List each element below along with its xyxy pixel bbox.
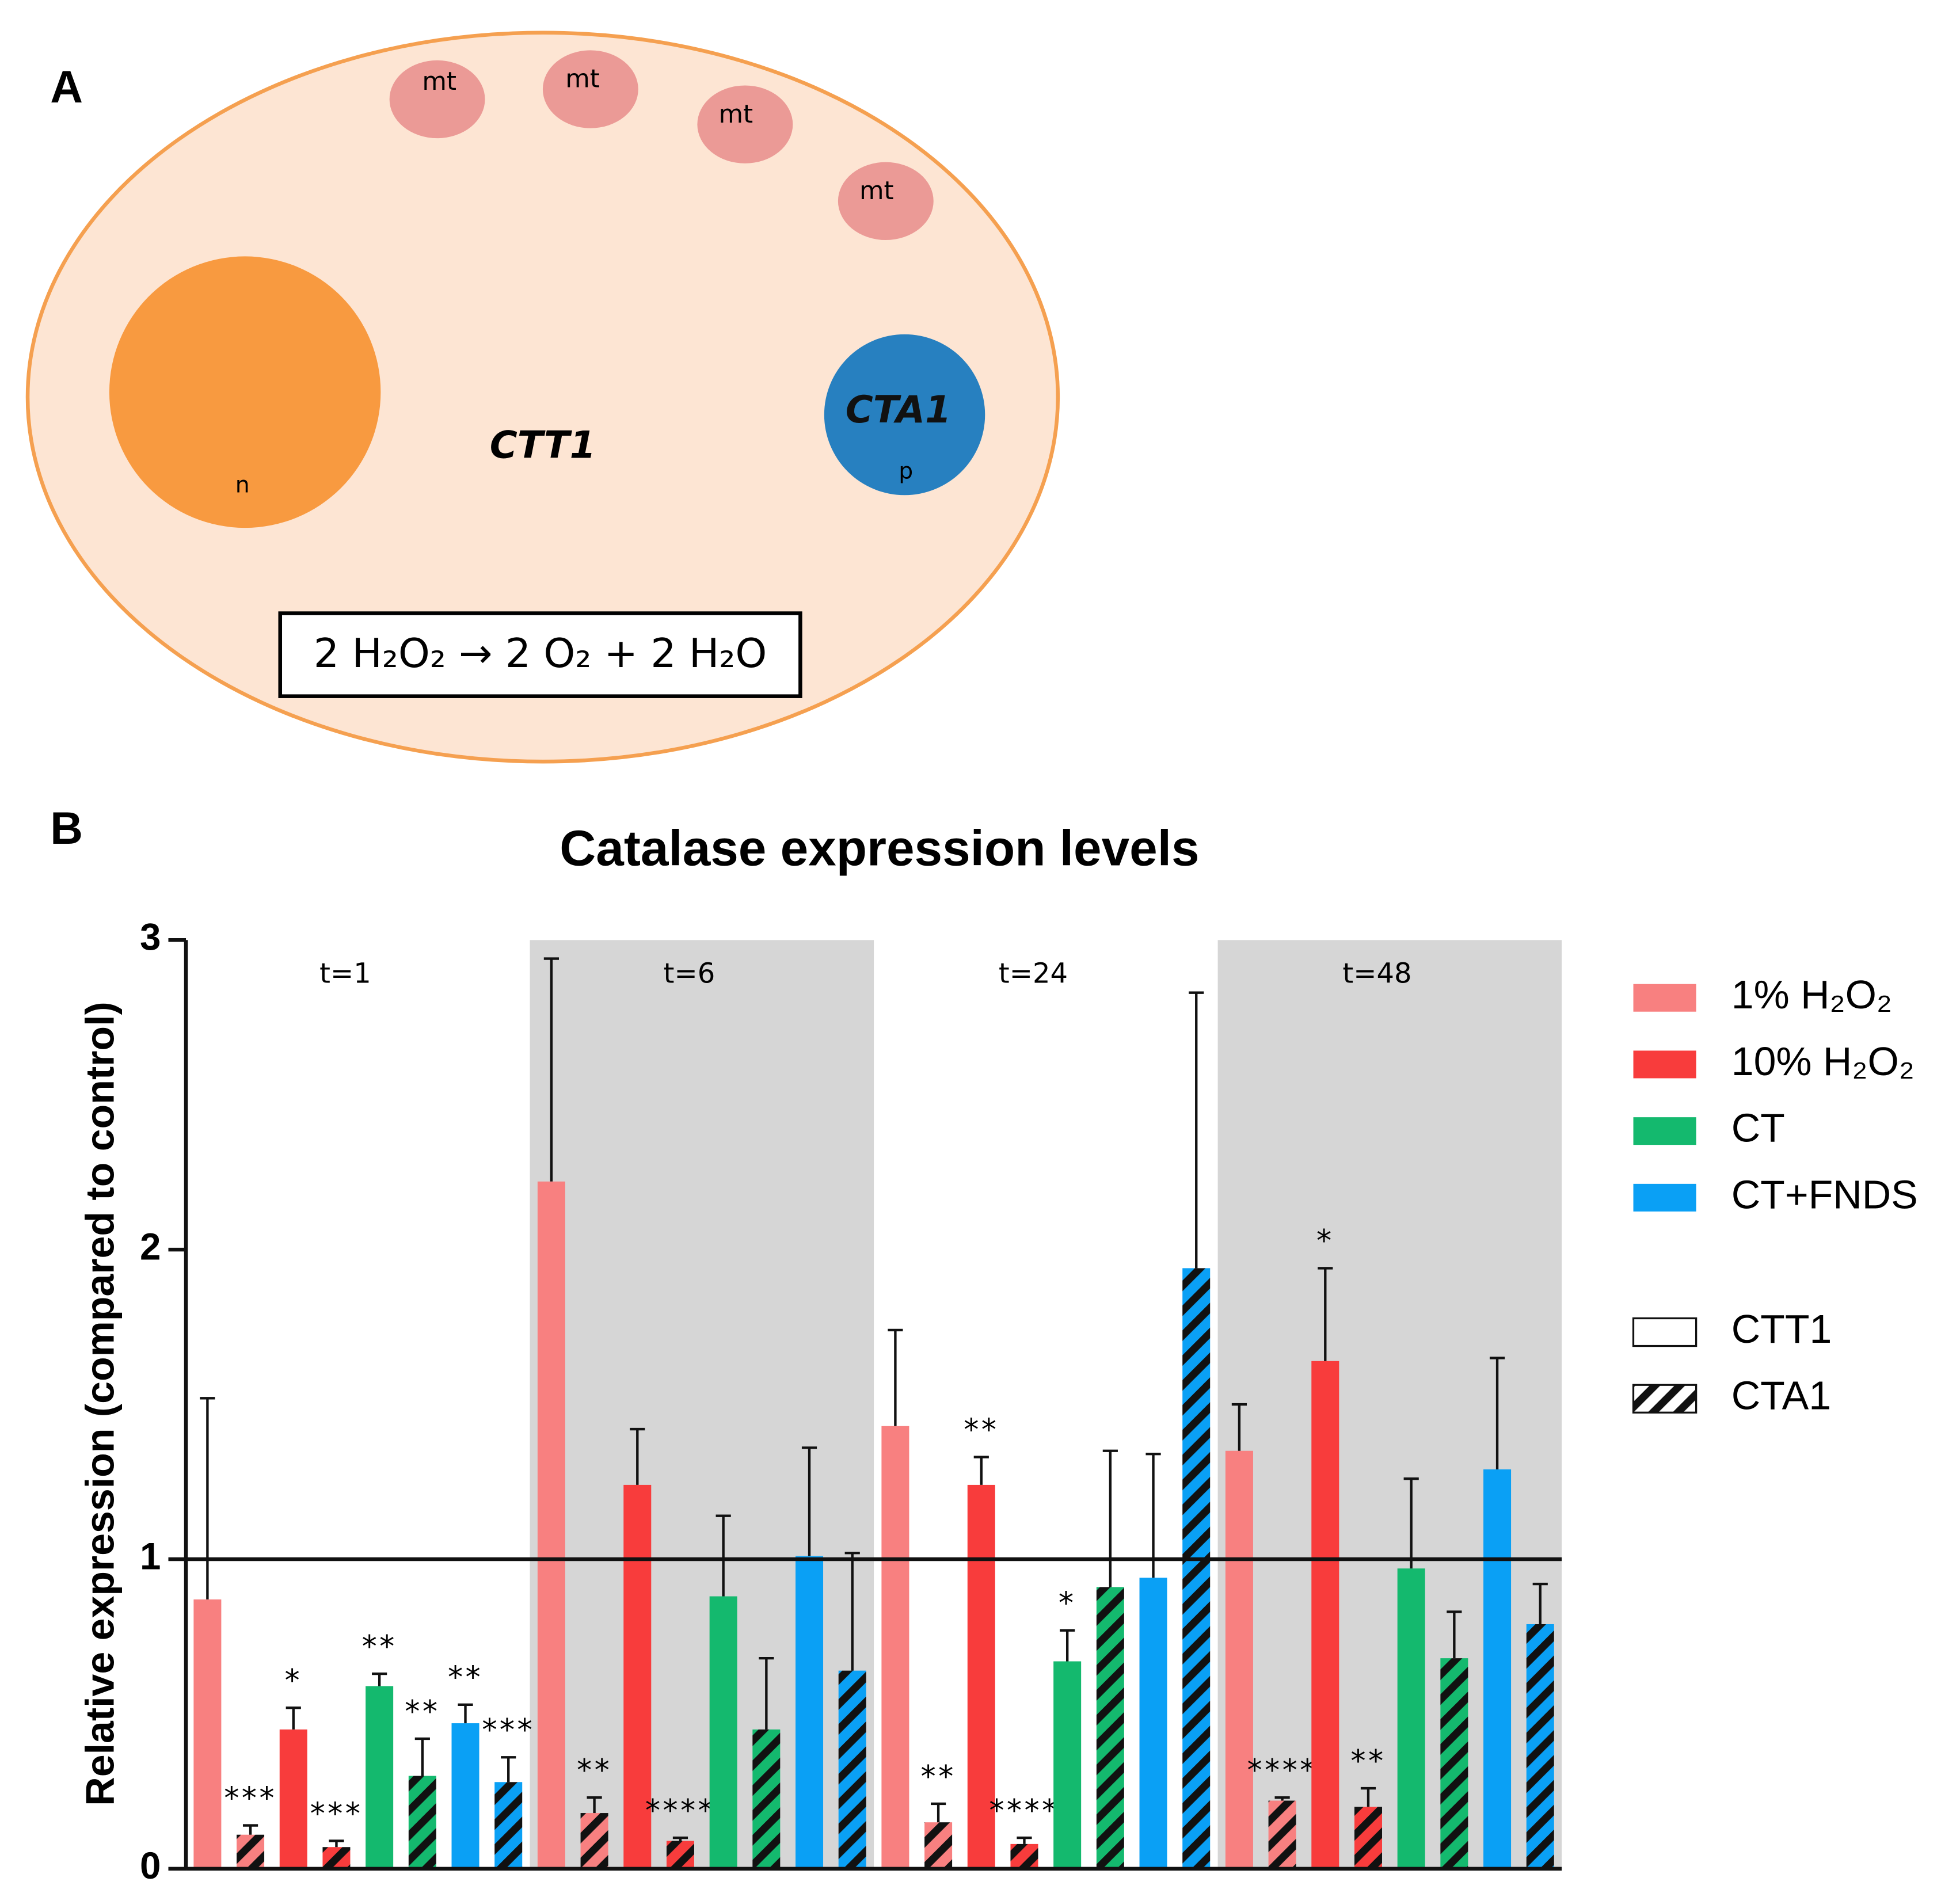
y-tick-label: 1	[140, 1535, 161, 1577]
bar	[623, 1484, 652, 1869]
bar	[279, 1729, 307, 1869]
legend-swatch	[1633, 1050, 1696, 1079]
significance: **	[921, 1759, 956, 1794]
bar	[1225, 1450, 1253, 1869]
label: CTA1	[846, 388, 952, 432]
legend-label: CTA1	[1731, 1373, 1831, 1418]
bar	[1526, 1624, 1554, 1869]
nucleus	[109, 256, 381, 528]
bar	[1010, 1844, 1038, 1869]
cell	[25, 31, 1060, 764]
bar	[881, 1426, 909, 1869]
significance: *	[1316, 1224, 1334, 1259]
label: n	[235, 473, 250, 498]
significance: **	[448, 1660, 483, 1695]
bar	[1311, 1361, 1339, 1869]
group-label: t=48	[1342, 957, 1411, 989]
y-tick-label: 0	[140, 1845, 161, 1887]
label: mt	[719, 100, 753, 129]
legend-label: CT+FNDS	[1731, 1172, 1918, 1217]
mitochondrion	[838, 162, 934, 241]
group-label: t=6	[664, 957, 716, 989]
bar	[1268, 1800, 1296, 1869]
bar	[580, 1813, 608, 1869]
significance: ****	[989, 1793, 1059, 1828]
legend-swatch	[1633, 1117, 1696, 1145]
bar	[193, 1599, 222, 1869]
significance: *	[284, 1663, 302, 1698]
significance: ****	[645, 1793, 716, 1828]
significance: ***	[310, 1796, 363, 1831]
reaction-box	[278, 611, 802, 698]
bar	[1139, 1578, 1167, 1869]
significance: **	[577, 1753, 612, 1788]
group-label: t=24	[999, 957, 1068, 989]
bar	[796, 1556, 824, 1869]
bar	[1354, 1807, 1382, 1869]
mitochondrion	[542, 50, 638, 128]
significance: **	[1350, 1743, 1386, 1778]
bar	[494, 1782, 523, 1869]
legend-label: 1% H₂O₂	[1731, 972, 1892, 1017]
legend-swatch	[1632, 1317, 1698, 1347]
bar	[1053, 1661, 1082, 1869]
group-label: t=1	[319, 957, 371, 989]
legend-swatch	[1633, 1183, 1696, 1212]
bar	[967, 1484, 995, 1869]
bar	[666, 1841, 694, 1869]
bar	[451, 1723, 479, 1869]
chart-title: Catalase expression levels	[560, 820, 1199, 876]
bar	[1397, 1568, 1425, 1869]
significance: **	[964, 1412, 999, 1448]
label: mt	[859, 176, 894, 205]
y-tick-label: 3	[140, 916, 161, 958]
mitochondrion	[697, 85, 793, 163]
bar	[322, 1847, 351, 1869]
significance: **	[362, 1629, 397, 1664]
legend-label: 10% H₂O₂	[1731, 1039, 1915, 1084]
y-axis-label: Relative expression (compared to control…	[77, 1001, 122, 1806]
significance: ***	[224, 1781, 277, 1816]
bar	[408, 1776, 436, 1869]
bar	[924, 1822, 953, 1869]
bar	[1440, 1658, 1468, 1869]
bar	[237, 1834, 265, 1869]
significance: ***	[482, 1713, 535, 1748]
bar	[1483, 1469, 1512, 1869]
legend-swatch	[1633, 984, 1696, 1012]
bar	[1096, 1587, 1124, 1869]
label: mt	[565, 64, 600, 94]
bar	[537, 1181, 565, 1869]
bar	[366, 1686, 394, 1869]
label: CTT1	[490, 423, 596, 467]
y-tick-label: 2	[140, 1225, 161, 1267]
legend-label: CTT1	[1731, 1307, 1832, 1351]
bar	[709, 1596, 737, 1869]
panel-letter: A	[50, 62, 83, 112]
significance: **	[405, 1694, 440, 1729]
significance: ****	[1247, 1753, 1318, 1788]
bar	[1182, 1268, 1211, 1869]
label: mt	[422, 67, 456, 96]
bar	[752, 1729, 781, 1869]
bar	[838, 1670, 866, 1869]
panel-letter: B	[50, 803, 83, 854]
mitochondrion	[389, 60, 485, 139]
label: p	[899, 458, 913, 484]
peroxisome	[824, 334, 985, 496]
legend-label: CT	[1731, 1106, 1785, 1151]
significance: *	[1059, 1586, 1076, 1621]
legend-swatch	[1632, 1384, 1698, 1414]
reaction: 2 H₂O₂ → 2 O₂ + 2 H₂O	[314, 630, 767, 677]
